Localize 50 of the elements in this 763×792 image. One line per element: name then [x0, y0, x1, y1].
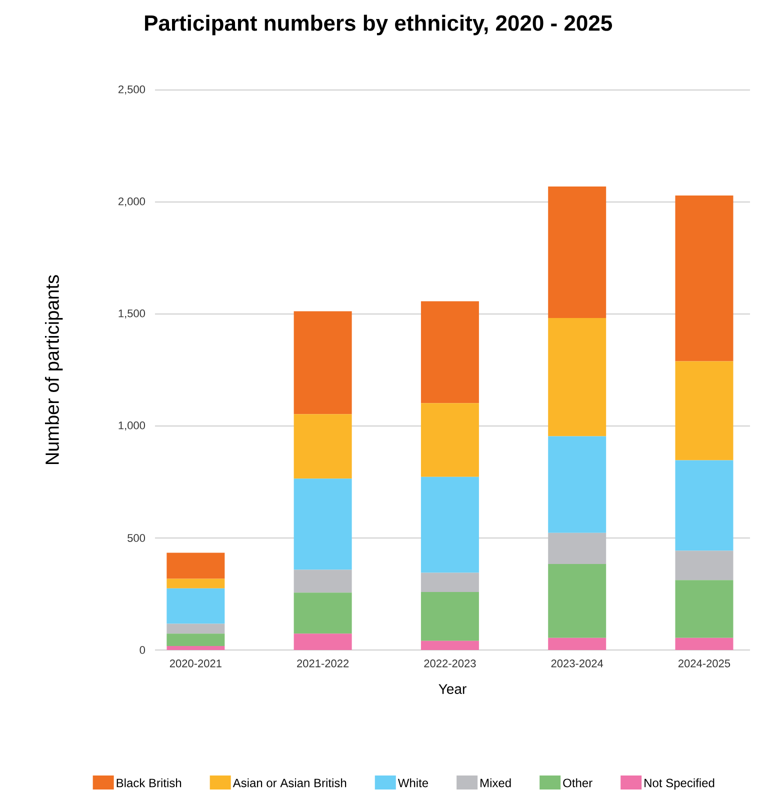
bar: [166, 552, 225, 579]
bar: [675, 580, 734, 638]
y-tick-label: 1,500: [118, 309, 146, 319]
bar: [294, 592, 352, 634]
bar: [294, 634, 352, 650]
bar: [294, 414, 352, 479]
bar: [675, 361, 734, 460]
bar: [675, 196, 734, 362]
bar: [420, 476, 479, 573]
bar: [548, 436, 606, 533]
bar: [294, 311, 352, 414]
legend-label: Black British: [116, 778, 182, 788]
bar: [166, 588, 225, 624]
y-tick-label: 500: [128, 534, 146, 542]
y-tick-label: 0: [140, 646, 146, 654]
bar: [420, 301, 479, 404]
bar: [166, 578, 225, 588]
y-tick-label: 2,500: [118, 85, 146, 95]
bar: [420, 592, 479, 641]
bar: [548, 318, 606, 436]
bar: [166, 646, 225, 650]
bar: [675, 638, 734, 650]
bar: [675, 550, 734, 580]
x-tick-label: 2021-2022: [297, 660, 349, 668]
y-tick-label: 1,000: [118, 421, 146, 431]
bar: [166, 634, 225, 646]
chart-title: Participant numbers by ethnicity, 2020 - 2025: [145, 14, 612, 36]
bar: [294, 570, 352, 593]
bar: [166, 624, 225, 634]
legend-label: White: [398, 778, 428, 788]
y-tick-label: 2,000: [118, 197, 146, 207]
x-tick-label: 2023-2024: [551, 660, 604, 668]
x-tick-label: 2020-2021: [170, 660, 222, 668]
bar: [294, 478, 352, 570]
bar: [675, 460, 734, 551]
y-axis-title: Number of participants: [44, 275, 63, 464]
bar: [548, 532, 606, 564]
legend-label: Mixed: [480, 778, 511, 788]
x-tick-label: 2022-2023: [424, 660, 476, 668]
bar: [548, 186, 606, 318]
bar: [420, 640, 479, 650]
x-tick-label: 2024-2025: [678, 660, 730, 668]
bar: [548, 638, 606, 650]
legend-label: Not Specified: [644, 778, 714, 790]
bar: [548, 564, 606, 638]
legend-label: Other: [563, 778, 592, 788]
bar: [420, 403, 479, 477]
bar: [420, 572, 479, 592]
legend-label: Asian or Asian British: [232, 778, 346, 788]
x-axis-title: Year: [438, 684, 466, 694]
